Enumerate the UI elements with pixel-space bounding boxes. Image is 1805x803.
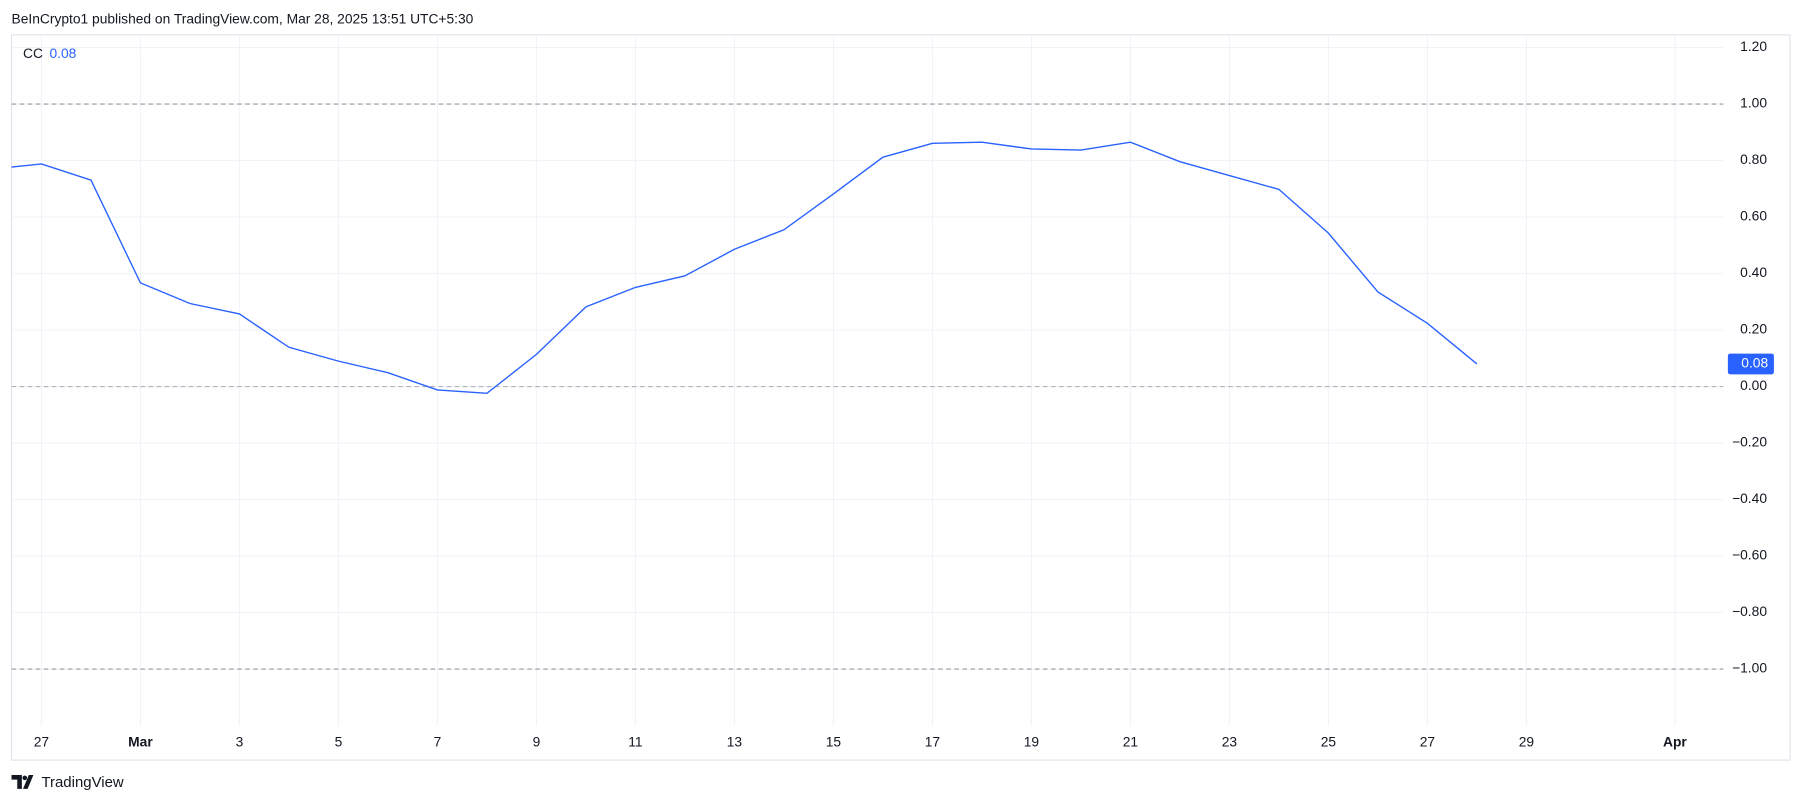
y-tick-label: 0.40 [1740, 264, 1767, 280]
y-tick-label: 1.00 [1740, 95, 1767, 111]
y-tick-label: −0.40 [1732, 490, 1767, 506]
x-tick-label: 17 [925, 733, 940, 749]
price-label: 0.08 [1741, 355, 1768, 371]
y-tick-label: 0.00 [1740, 377, 1767, 393]
y-tick-label: −0.80 [1732, 603, 1767, 619]
price-label-box [1727, 353, 1774, 375]
x-tick-label: Mar [128, 733, 153, 749]
x-tick-label: 7 [434, 733, 442, 749]
x-tick-label: 11 [628, 733, 642, 749]
labels: 1.20 1.00 0.80 0.60 0.40 0.20 0.00 −0.20 −0.40 −0… [34, 38, 1774, 749]
line-series [11, 141, 1478, 395]
legend-value: 0.08 [49, 45, 76, 61]
x-tick-label: 25 [1321, 733, 1337, 749]
legend-name: CC [23, 45, 43, 61]
footer-brand: TradingView [41, 774, 123, 791]
y-tick-label: 0.60 [1740, 208, 1767, 224]
x-tick-label: 13 [727, 733, 743, 749]
x-tick-label: 5 [335, 733, 343, 749]
footer-logo [11, 775, 34, 789]
y-tick-label: −1.00 [1732, 660, 1767, 676]
x-tick-label: 21 [1123, 733, 1138, 749]
grid [11, 34, 1724, 726]
x-tick-label: 19 [1024, 733, 1040, 749]
y-tick-label: −0.20 [1732, 434, 1767, 450]
chart-frame [10, 34, 1791, 761]
x-tick-label: Apr [1663, 733, 1687, 749]
y-tick-label: 0.20 [1740, 321, 1767, 337]
x-tick-label: 29 [1519, 733, 1535, 749]
x-tick-label: 3 [236, 733, 244, 749]
x-tick-label: 27 [1420, 733, 1435, 749]
x-tick-label: 15 [826, 733, 842, 749]
x-tick-label: 9 [533, 733, 541, 749]
plot [11, 141, 1478, 395]
y-tick-label: −0.60 [1732, 547, 1767, 563]
x-tick-label: 23 [1222, 733, 1238, 749]
header: BeInCrypto1 published on TradingView.com… [12, 11, 474, 27]
y-tick-label: 0.80 [1740, 151, 1767, 167]
x-tick-label: 27 [34, 733, 49, 749]
y-tick-label: 1.20 [1740, 38, 1767, 54]
